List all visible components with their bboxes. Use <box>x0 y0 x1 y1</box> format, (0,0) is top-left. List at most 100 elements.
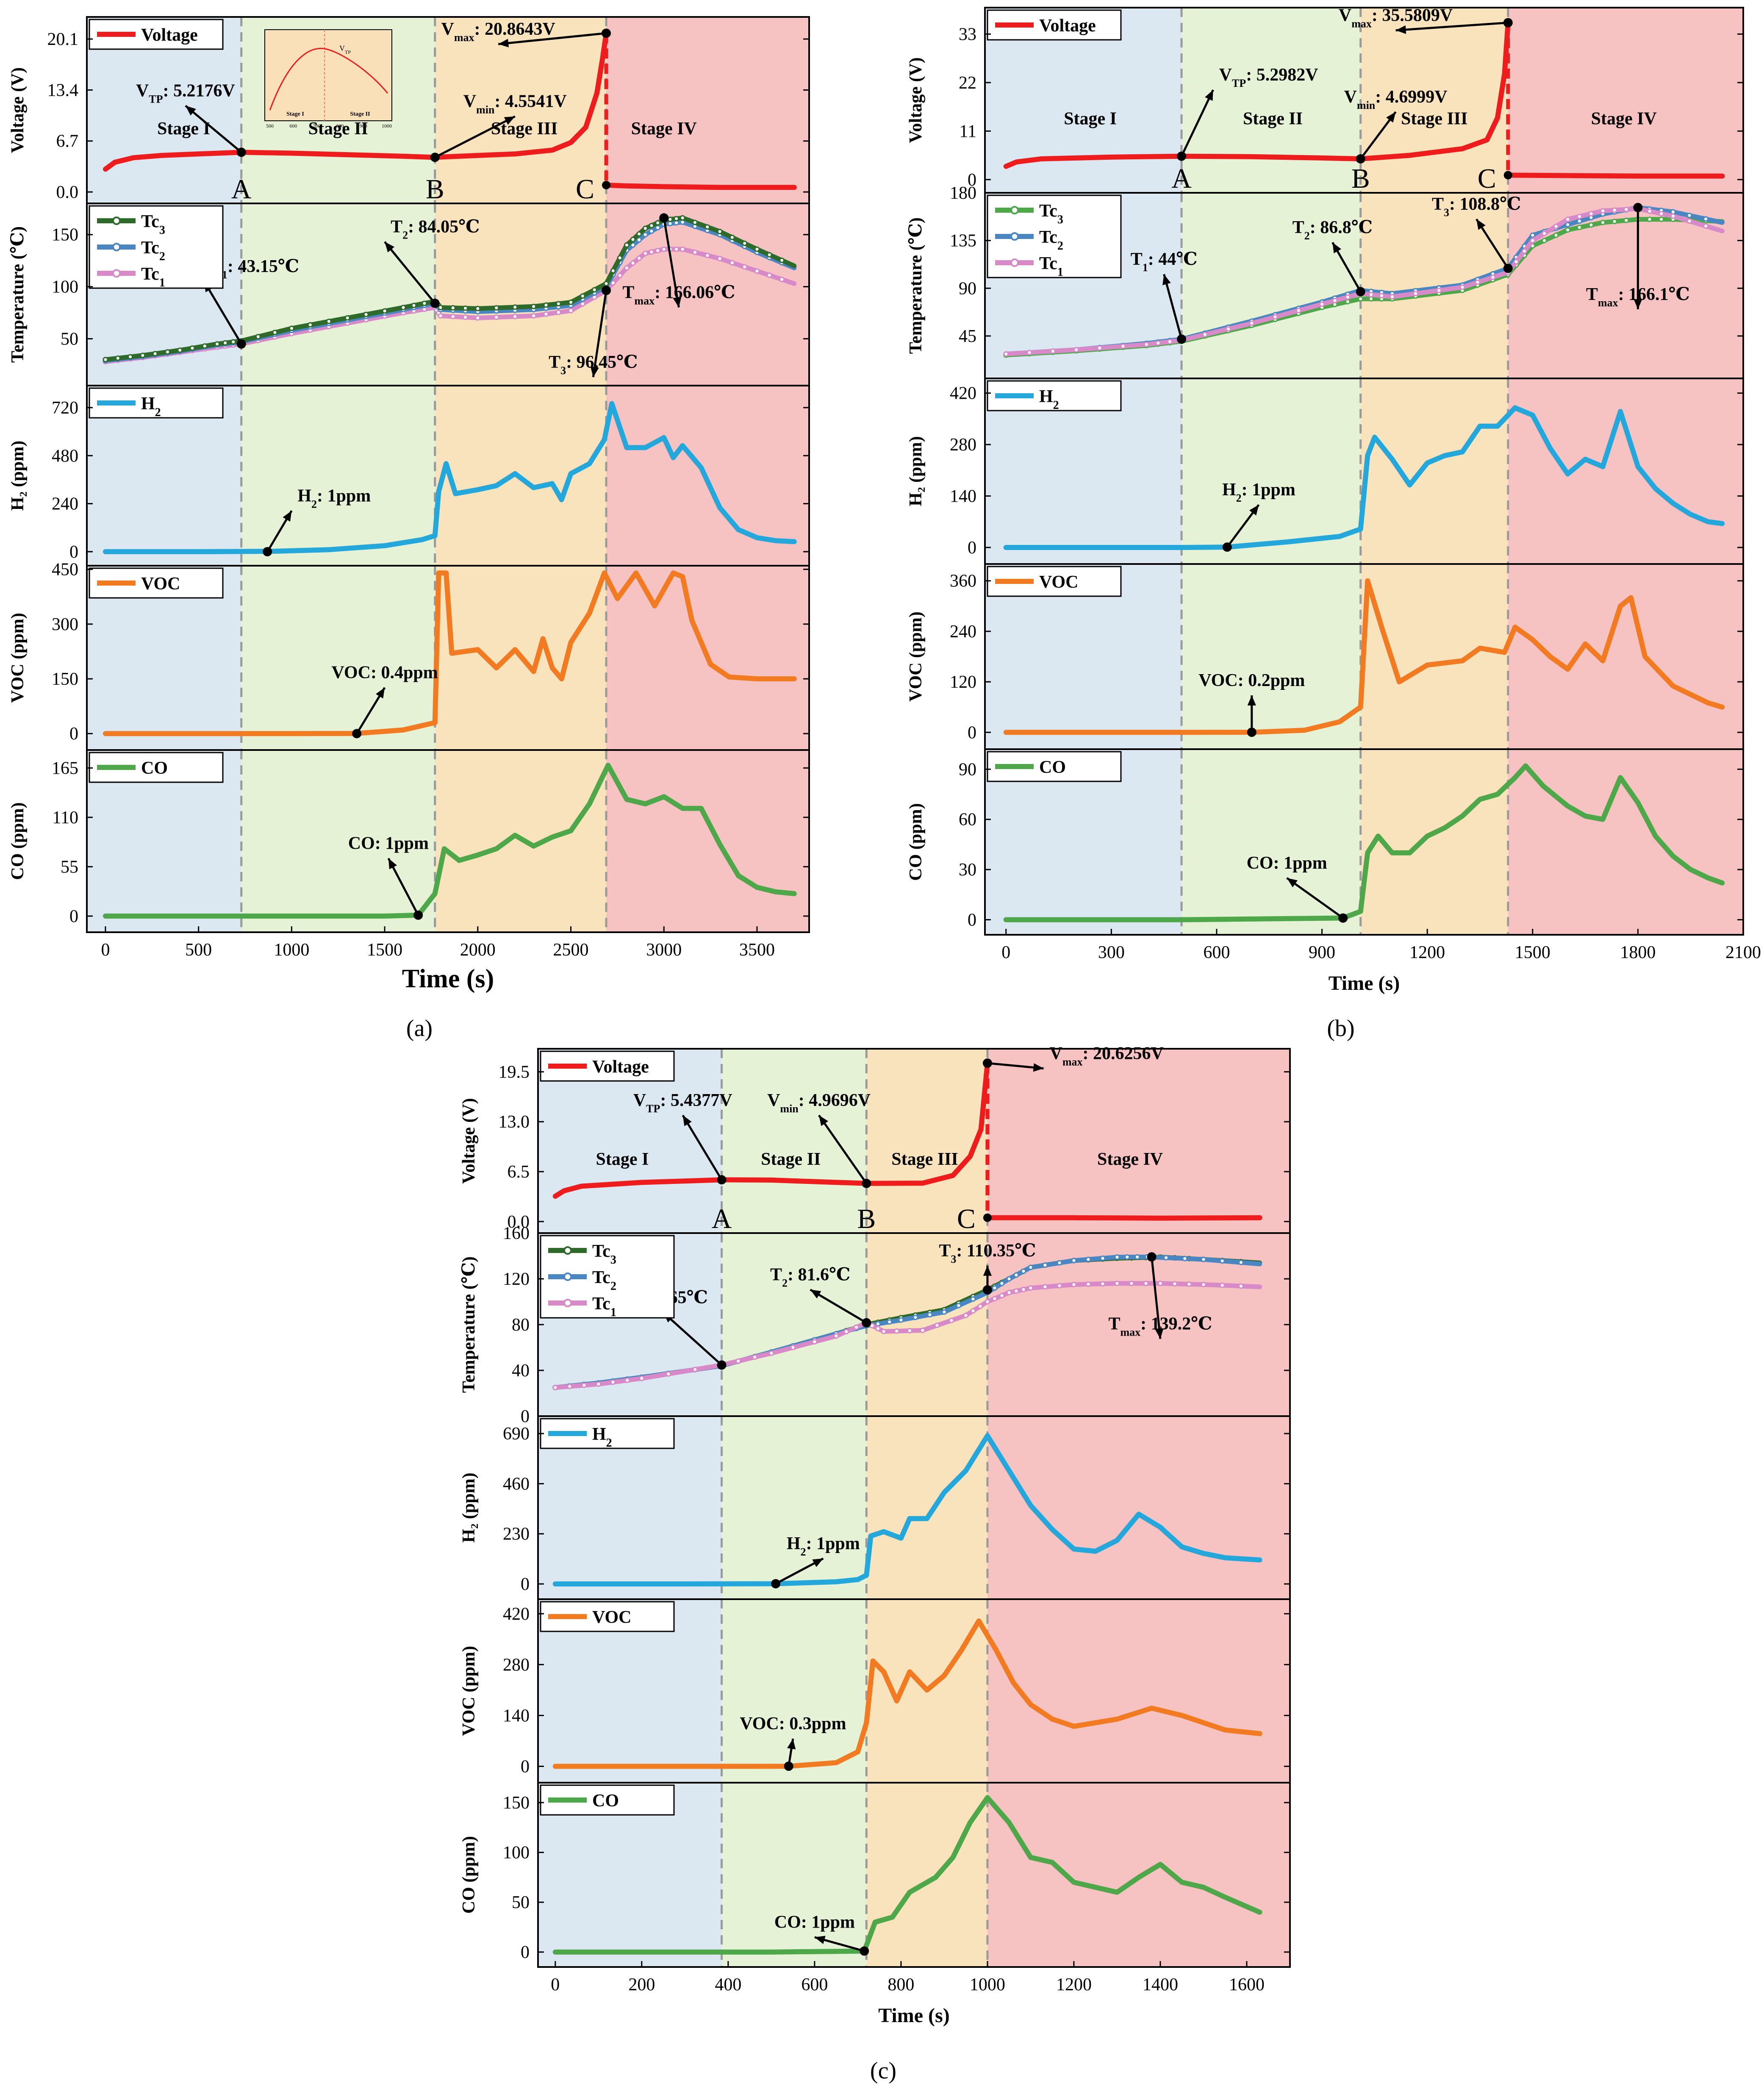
series-line-co <box>103 763 797 919</box>
series-marker <box>779 257 785 263</box>
annotation-subscript: 2 <box>402 229 408 241</box>
series-marker <box>617 272 623 278</box>
annotation-main: VOC: 0.2ppm <box>1198 671 1305 690</box>
series-marker <box>956 1303 962 1309</box>
y-tick-label: 280 <box>950 435 976 455</box>
annotation-rest: : 4.9696V <box>799 1091 871 1110</box>
series-marker <box>1202 332 1208 338</box>
series-marker <box>666 1371 671 1377</box>
y-tick-label: 0 <box>69 542 78 562</box>
series-line-voc <box>552 1618 1262 1769</box>
legend-label-main: H <box>1039 387 1053 406</box>
annotation: T3: 108.8℃ <box>1432 194 1521 273</box>
legend-marker <box>112 217 121 225</box>
y-tick-label: 11 <box>960 122 976 141</box>
annotation-main: CO: 1ppm <box>774 1913 855 1932</box>
series-marker <box>189 345 195 351</box>
annotation: T2: 86.8℃ <box>1292 218 1373 297</box>
annotation-arrow-head <box>819 1115 829 1126</box>
series-marker <box>1163 1255 1169 1261</box>
legend-label-subscript: 1 <box>159 276 165 289</box>
series-marker <box>1238 1259 1244 1265</box>
series-marker <box>1459 284 1465 290</box>
series-marker <box>881 1328 887 1334</box>
stage-band-2 <box>721 1233 867 1416</box>
legend-label: Tc1 <box>141 264 165 289</box>
x-tick-label: 1000 <box>970 1975 1005 1995</box>
y-tick-label: 450 <box>52 560 78 580</box>
series-marker <box>649 222 655 228</box>
series-marker <box>636 255 642 261</box>
series-marker <box>494 314 499 320</box>
annotation-arrow-head <box>1386 112 1396 123</box>
series-marker <box>463 305 469 311</box>
legend: H2 <box>540 1418 675 1450</box>
annotation-text: Vmax: 35.5809V <box>1339 6 1453 30</box>
annotation-main: V <box>1344 87 1357 107</box>
series-marker <box>450 305 456 311</box>
y-axis-label: H₂ (ppm) <box>906 436 926 506</box>
y-axis-label: Temperature (℃) <box>459 1256 479 1393</box>
legend-label-main: Tc <box>592 1294 610 1314</box>
series-marker <box>1100 1281 1106 1287</box>
series-marker <box>1703 216 1709 222</box>
annotation-subscript: max <box>1351 17 1372 30</box>
annotation-arrow-line <box>810 1289 867 1324</box>
subplot-co: CO: 1ppm CO 0 30 60 90 CO (ppm) <box>906 748 1744 936</box>
y-tick-label: 460 <box>503 1474 530 1494</box>
annotation-arrow-head <box>185 106 196 116</box>
legend-label-main: H <box>141 394 155 414</box>
series-marker <box>766 272 772 278</box>
series-marker <box>1611 219 1617 225</box>
series-marker <box>1576 225 1582 231</box>
annotation-subscript: TP <box>1232 77 1246 89</box>
y-tick-label: 30 <box>959 860 976 880</box>
x-axis-label: Time (s) <box>1329 972 1400 995</box>
annotation-main: T <box>1432 194 1444 214</box>
annotation-main: T <box>1586 285 1598 304</box>
legend-label-main: VOC <box>141 574 180 594</box>
y-tick-label: 55 <box>61 857 78 877</box>
chart-c: Stage I Stage II Stage III Stage IVA B CVTP: … <box>459 1044 1291 2027</box>
annotation-point <box>1222 542 1232 552</box>
y-tick-label: 0.0 <box>508 1212 530 1232</box>
annotation: VTP: 5.2982V <box>1177 65 1318 161</box>
y-tick-label: 110 <box>53 808 78 828</box>
annotation-arrow-line <box>592 290 607 378</box>
series-marker <box>1028 1264 1034 1270</box>
legend-label-subscript: 3 <box>610 1253 616 1267</box>
annotation-main: T <box>770 1265 782 1285</box>
panel-label-b: (b) <box>1327 1015 1354 1042</box>
series-marker <box>1670 209 1676 215</box>
annotation-point <box>1338 913 1348 923</box>
annotation-arrow-head <box>498 39 509 47</box>
annotation-text: Vmax: 20.6256V <box>1050 1044 1164 1068</box>
y-tick-label: 6.5 <box>508 1162 530 1182</box>
series-marker <box>754 268 760 274</box>
annotation-point <box>771 1579 781 1589</box>
stage-band-2 <box>241 203 435 386</box>
annotation: VOC: 0.4ppm <box>331 663 438 739</box>
series-marker <box>450 314 456 319</box>
series-marker <box>630 242 636 248</box>
series-marker <box>1155 340 1161 346</box>
annotation-point <box>1177 151 1187 161</box>
annotation: H2: 1ppm <box>263 486 371 556</box>
series-marker <box>992 1285 998 1291</box>
annotation-arrow-line <box>682 1114 723 1181</box>
series-marker <box>754 246 760 252</box>
series-marker <box>177 347 183 353</box>
annotation-main: T <box>1292 218 1304 237</box>
series-marker <box>1623 217 1629 223</box>
series-marker <box>128 354 133 360</box>
legend-label: Tc3 <box>592 1242 616 1267</box>
series-line-h2 <box>103 401 797 554</box>
series-marker <box>1124 1254 1130 1260</box>
y-tick-label: 22 <box>959 73 976 93</box>
series-group <box>552 1433 1262 1586</box>
y-axis-label: H₂ (ppm) <box>459 1472 479 1542</box>
series-marker <box>1167 339 1173 344</box>
annotation-main: VOC: 0.3ppm <box>740 1714 846 1734</box>
